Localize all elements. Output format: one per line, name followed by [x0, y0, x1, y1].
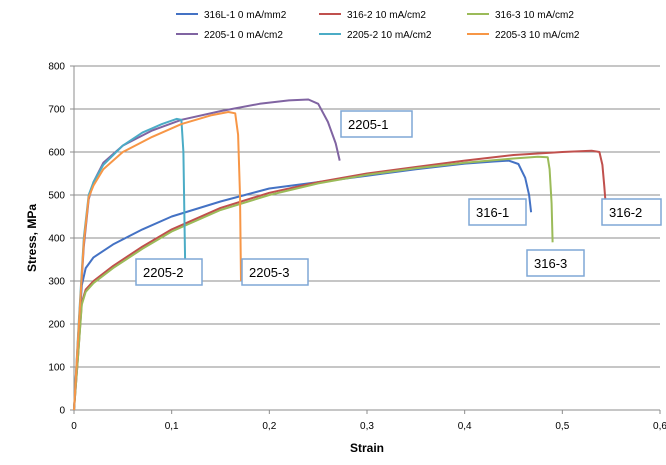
legend-label-4: 2205-2 10 mA/cm2: [347, 30, 432, 41]
series-line-3: [73, 98, 341, 411]
x-tick-label-6: 0,6: [653, 421, 666, 432]
y-tick-label-6: 600: [48, 148, 65, 159]
series-line-1: [73, 149, 607, 411]
x-tick-label-0: 0: [71, 421, 77, 432]
callout-box-3: [468, 198, 527, 226]
callout-label-2: 2205-3: [249, 265, 289, 280]
x-tick-label-5: 0,5: [555, 421, 569, 432]
legend-label-5: 2205-3 10 mA/cm2: [495, 30, 580, 41]
callout-box-4: [601, 198, 662, 226]
x-tick-label-3: 0,3: [360, 421, 374, 432]
callout-box-5: [526, 249, 585, 277]
series-line-0: [73, 159, 533, 411]
callout-label-1: 2205-2: [143, 265, 183, 280]
y-tick-label-7: 700: [48, 105, 65, 116]
y-tick-label-0: 0: [59, 406, 65, 417]
legend-label-2: 316-3 10 mA/cm2: [495, 10, 574, 21]
y-tick-label-1: 100: [48, 363, 65, 374]
y-tick-label-4: 400: [48, 234, 65, 245]
legend-label-3: 2205-1 0 mA/cm2: [204, 30, 283, 41]
callout-label-4: 316-2: [609, 205, 642, 220]
legend: 316L-1 0 mA/mm2 316-2 10 mA/cm2 316-3 10 m…: [176, 10, 580, 41]
y-tick-label-2: 200: [48, 320, 65, 331]
series-line-2: [73, 155, 554, 411]
callout-box-1: [135, 258, 203, 286]
x-tick-label-4: 0,4: [458, 421, 472, 432]
tick-labels: 0 100 200 300 400 500 600 700 800 0 0,1 0,2 0,3 0,4 0,…: [48, 62, 666, 433]
y-axis-title: Stress, MPa: [25, 204, 39, 272]
callout-label-3: 316-1: [476, 205, 509, 220]
series-lines: [73, 98, 607, 411]
callout-label-0: 2205-1: [348, 117, 388, 132]
callout-box-2: [241, 258, 309, 286]
callout-box-0: [340, 110, 413, 138]
y-tick-label-8: 800: [48, 62, 65, 73]
legend-label-1: 316-2 10 mA/cm2: [347, 10, 426, 21]
callouts: 2205-1 2205-2 2205-3 316-1 316-2 316-3: [135, 110, 662, 286]
x-tick-label-1: 0,1: [165, 421, 179, 432]
callout-label-5: 316-3: [534, 256, 567, 271]
series-line-5: [73, 111, 242, 411]
x-axis-title: Strain: [350, 441, 384, 455]
y-tick-label-3: 300: [48, 277, 65, 288]
x-tick-label-2: 0,2: [262, 421, 276, 432]
legend-label-0: 316L-1 0 mA/mm2: [204, 10, 287, 21]
y-tick-label-5: 500: [48, 191, 65, 202]
